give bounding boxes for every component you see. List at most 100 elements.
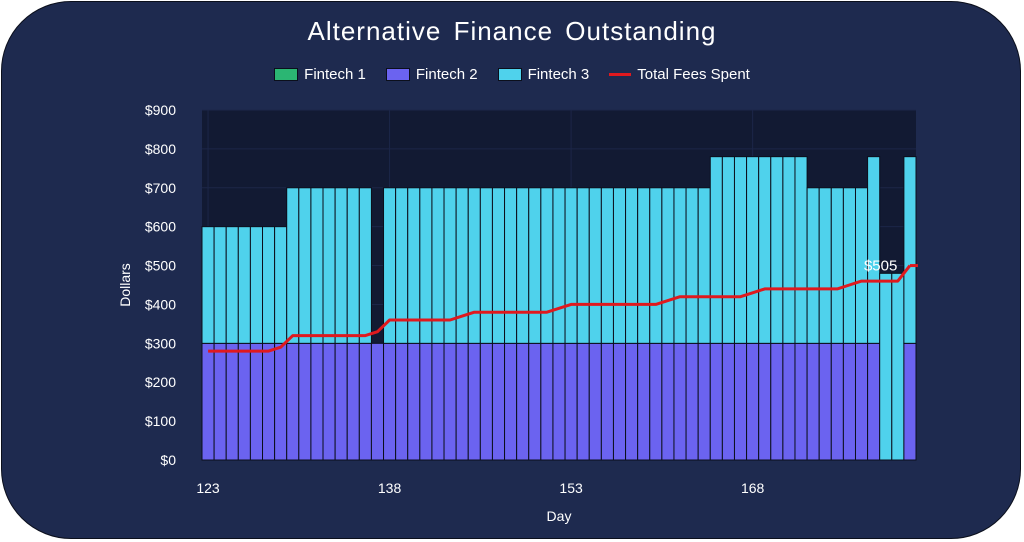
bar-fintech-3-145: [467, 187, 481, 344]
bar-fintech-2-138: [383, 342, 397, 461]
bar-fintech-3-160: [649, 187, 663, 344]
x-tick-label-3: 168: [741, 480, 765, 496]
bar-fintech-2-163: [685, 342, 699, 461]
bar-fintech-3-152: [552, 187, 566, 344]
bar-fintech-2-143: [443, 342, 457, 461]
bar-fintech-3-126: [237, 226, 251, 344]
bar-fintech-2-137: [370, 342, 385, 461]
bar-fintech-3-167: [733, 156, 748, 344]
bar-fintech-2-164: [697, 342, 711, 461]
bar-fintech-3-133: [322, 187, 336, 344]
bar-fintech-3-157: [612, 187, 627, 344]
bar-fintech-2-178: [867, 342, 881, 461]
bar-fintech-2-132: [310, 342, 324, 461]
bar-fintech-2-124: [213, 342, 227, 461]
bar-fintech-2-157: [612, 342, 627, 461]
bar-fintech-2-140: [407, 342, 421, 461]
y-tick-label-8: $800: [145, 141, 176, 157]
bar-fintech-2-123: [201, 342, 215, 461]
y-tick-label-5: $500: [145, 258, 176, 274]
bar-fintech-2-161: [661, 342, 675, 461]
bar-fintech-3-172: [794, 156, 808, 344]
bar-fintech-2-149: [516, 342, 530, 461]
bar-fintech-2-169: [758, 342, 772, 461]
bar-fintech-3-173: [806, 187, 820, 344]
y-tick-label-6: $600: [145, 219, 176, 235]
bar-fintech-3-124: [213, 226, 227, 344]
y-tick-label-9: $900: [145, 102, 176, 118]
bar-fintech-2-145: [467, 342, 481, 461]
bar-fintech-2-150: [528, 342, 542, 461]
bar-fintech-2-167: [733, 342, 748, 461]
bar-fintech-3-176: [842, 187, 856, 344]
bar-fintech-3-150: [528, 187, 542, 344]
bar-fintech-3-128: [262, 226, 276, 344]
bar-fintech-3-179: [879, 272, 893, 461]
y-tick-label-3: $300: [145, 335, 176, 351]
legend-label-fintech-3: Fintech 3: [527, 66, 590, 83]
bar-fintech-3-151: [540, 187, 554, 344]
bar-fintech-3-132: [310, 187, 324, 344]
bar-fintech-3-129: [274, 226, 288, 344]
legend-item-fintech-3[interactable]: Fintech 3: [497, 66, 590, 83]
bar-fintech-2-139: [395, 342, 409, 461]
bar-fintech-3-178: [867, 156, 881, 344]
bar-fintech-2-131: [298, 342, 312, 461]
bar-fintech-2-158: [625, 342, 639, 461]
bar-fintech-2-126: [237, 342, 251, 461]
bar-fintech-2-128: [262, 342, 276, 461]
bar-fintech-2-129: [274, 342, 288, 461]
legend-item-total-fees[interactable]: Total Fees Spent: [609, 66, 750, 83]
bar-fintech-2-154: [576, 342, 590, 461]
bar-fintech-2-166: [721, 342, 735, 461]
x-tick-label-2: 153: [559, 480, 583, 496]
bar-fintech-3-153: [564, 187, 578, 344]
bar-fintech-2-135: [346, 342, 360, 461]
y-tick-label-2: $200: [145, 374, 176, 390]
legend-label-fintech-2: Fintech 2: [415, 66, 478, 83]
legend-label-fintech-1: Fintech 1: [304, 66, 366, 83]
bar-fintech-2-175: [830, 342, 844, 461]
bar-fintech-3-130: [286, 187, 300, 344]
bar-fintech-3-169: [758, 156, 772, 344]
bar-fintech-2-156: [600, 342, 614, 461]
bar-fintech-3-154: [576, 187, 590, 344]
legend-label-total-fees: Total Fees Spent: [637, 66, 750, 83]
y-tick-label-1: $100: [145, 413, 176, 429]
bar-fintech-2-130: [286, 342, 300, 461]
bar-fintech-3-170: [770, 156, 784, 344]
bar-fintech-2-160: [649, 342, 663, 461]
line-end-label: $505: [864, 258, 897, 275]
y-tick-label-0: $0: [160, 452, 176, 468]
bar-fintech-2-151: [540, 342, 554, 461]
y-tick-label-7: $700: [145, 180, 176, 196]
bar-fintech-2-165: [709, 342, 723, 461]
x-tick-label-0: 123: [196, 480, 220, 496]
bar-fintech-2-162: [673, 342, 687, 461]
legend-item-fintech-1[interactable]: Fintech 1: [274, 66, 366, 83]
bar-fintech-2-181: [903, 342, 917, 461]
bar-fintech-2-155: [588, 342, 602, 461]
bar-fintech-2-174: [818, 342, 832, 461]
bar-fintech-2-172: [794, 342, 808, 461]
legend-item-fintech-2[interactable]: Fintech 2: [385, 66, 478, 83]
bar-fintech-3-165: [709, 156, 723, 344]
bar-fintech-3-155: [588, 187, 602, 344]
y-axis-label: Dollars: [117, 263, 133, 307]
bar-fintech-3-127: [249, 226, 264, 344]
bar-fintech-2-134: [334, 342, 348, 461]
bar-fintech-3-125: [225, 226, 239, 344]
bar-fintech-3-131: [298, 187, 312, 344]
bar-fintech-2-136: [358, 342, 372, 461]
bar-fintech-2-148: [504, 342, 518, 461]
bar-fintech-3-149: [516, 187, 530, 344]
bar-fintech-2-153: [564, 342, 578, 461]
bar-fintech-3-158: [625, 187, 639, 344]
bar-fintech-2-144: [455, 342, 469, 461]
bar-fintech-2-141: [419, 342, 433, 461]
bar-fintech-3-181: [903, 156, 917, 344]
bar-fintech-3-159: [637, 187, 651, 344]
bar-fintech-3-163: [685, 187, 699, 344]
bar-fintech-2-152: [552, 342, 566, 461]
